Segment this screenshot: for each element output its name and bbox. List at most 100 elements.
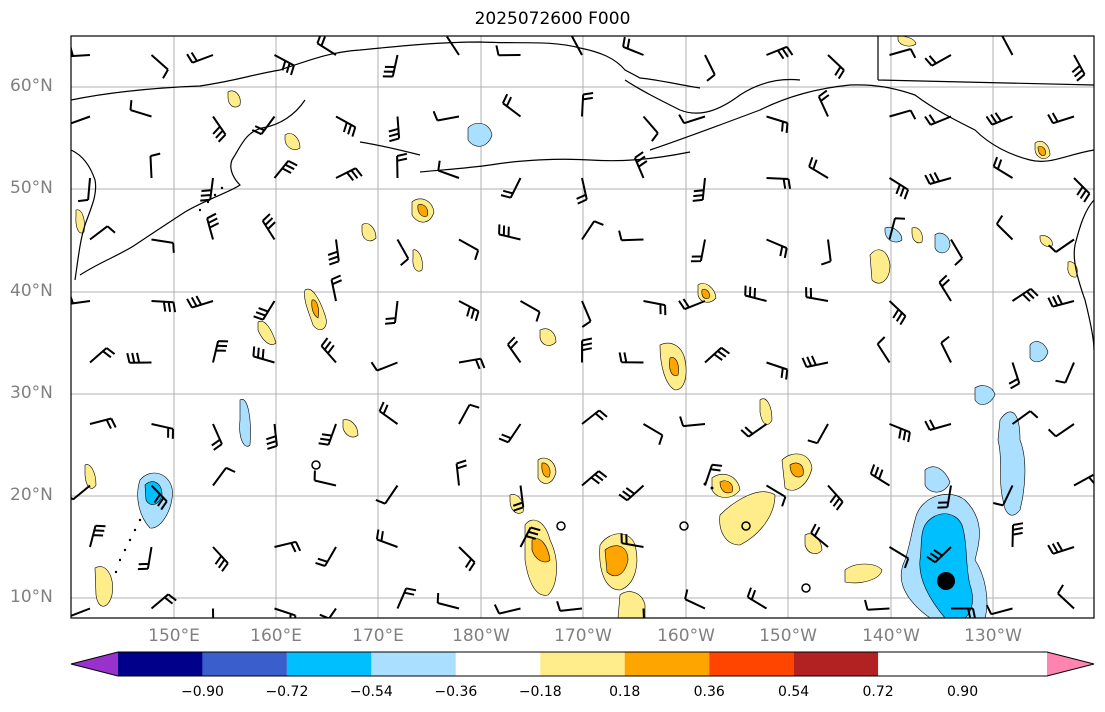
lat-label-60n: 60°N bbox=[10, 76, 53, 96]
wind-barb bbox=[261, 213, 276, 241]
colorbar-tick-label: 0.54 bbox=[778, 684, 810, 700]
wind-barb bbox=[643, 300, 667, 316]
lon-label-180w: 180°W bbox=[452, 626, 510, 646]
wind-barb bbox=[71, 484, 91, 501]
wind-barb bbox=[89, 524, 106, 548]
colorbar-cell bbox=[455, 652, 541, 676]
storm-center-marker bbox=[937, 572, 955, 590]
wind-barb bbox=[458, 546, 476, 572]
wind-barb bbox=[315, 546, 337, 567]
wind-barb bbox=[766, 115, 789, 133]
coastline-okhotsk bbox=[71, 149, 97, 281]
coastline-canada-border bbox=[877, 36, 1094, 86]
wind-barb bbox=[396, 152, 408, 179]
wind-barb bbox=[388, 116, 401, 143]
island-chains bbox=[114, 186, 714, 574]
wind-barb bbox=[888, 300, 907, 326]
wind-barb bbox=[498, 224, 521, 241]
wind-barb bbox=[581, 300, 592, 328]
wind-barb bbox=[318, 423, 337, 446]
lon-label-170w: 170°W bbox=[554, 626, 612, 646]
lon-label-170e: 170°E bbox=[352, 626, 404, 646]
wind-barb bbox=[129, 100, 152, 118]
wind-barb bbox=[633, 151, 648, 179]
wind-barb bbox=[888, 177, 910, 200]
wind-barb bbox=[313, 470, 337, 487]
wind-barb bbox=[993, 485, 1014, 507]
colorbar-tick-label: −0.36 bbox=[434, 684, 478, 700]
wind-barb bbox=[810, 523, 829, 548]
wind-barb bbox=[985, 604, 1013, 616]
wind-barb bbox=[889, 48, 917, 59]
wind-barb bbox=[746, 587, 768, 610]
wind-barb bbox=[692, 177, 706, 202]
negative-anomaly-patch bbox=[934, 232, 951, 254]
colorbar-cell bbox=[540, 652, 625, 676]
wind-barb bbox=[212, 466, 236, 487]
wind-barb bbox=[71, 115, 91, 125]
positive-anomaly-patch bbox=[759, 398, 773, 425]
wind-barb bbox=[432, 110, 460, 122]
positive-anomaly-patch bbox=[539, 328, 557, 346]
wind-barb bbox=[642, 423, 664, 446]
wind-barb bbox=[924, 172, 952, 185]
wind-barb bbox=[926, 546, 952, 564]
positive-anomaly-core bbox=[541, 462, 551, 478]
wind-barb bbox=[1057, 584, 1075, 610]
wind-barb bbox=[924, 54, 952, 67]
coastline-north-america bbox=[1073, 199, 1094, 351]
wind-barb bbox=[150, 593, 177, 610]
wind-barb bbox=[678, 114, 706, 125]
lat-label-40n: 40°N bbox=[10, 281, 53, 301]
wind-barb bbox=[186, 295, 214, 309]
wind-barb bbox=[889, 109, 917, 120]
wind-barb bbox=[370, 361, 398, 372]
wind-barb bbox=[765, 484, 787, 507]
positive-anomaly-patch bbox=[94, 566, 113, 607]
wind-barb bbox=[458, 238, 480, 261]
wind-barb bbox=[137, 546, 153, 571]
lat-label-30n: 30°N bbox=[10, 383, 53, 403]
wind-barb bbox=[126, 352, 152, 364]
positive-anomaly-patch bbox=[412, 249, 423, 272]
colorbar-cell bbox=[371, 652, 456, 676]
wind-barb bbox=[581, 92, 594, 117]
wind-barb bbox=[576, 177, 588, 205]
colorbar-tick-label: −0.90 bbox=[181, 684, 224, 700]
wind-barb bbox=[265, 423, 278, 450]
wind-barb bbox=[704, 54, 716, 82]
wind-barb bbox=[89, 347, 116, 364]
wind-barb bbox=[827, 54, 845, 80]
wind-barb bbox=[252, 346, 275, 364]
wind-barb bbox=[335, 167, 363, 182]
wind-barb bbox=[498, 423, 522, 444]
colorbar-cell bbox=[286, 652, 372, 676]
wind-barb bbox=[200, 177, 214, 202]
wind-barb bbox=[77, 177, 91, 203]
wind-barb bbox=[937, 485, 952, 509]
positive-anomaly-patch bbox=[869, 249, 891, 284]
wind-barb bbox=[150, 54, 169, 79]
wind-barb bbox=[556, 601, 583, 612]
positive-anomaly-patch bbox=[804, 533, 823, 554]
wind-barb bbox=[1008, 362, 1021, 390]
positive-anomaly-core bbox=[789, 462, 804, 478]
colorbar-tick-label: 0.72 bbox=[862, 684, 894, 700]
wind-barb bbox=[581, 470, 608, 487]
coastlines bbox=[71, 36, 1094, 351]
filled-contours bbox=[75, 36, 1078, 618]
wind-barb bbox=[251, 115, 276, 136]
negative-anomaly-patch bbox=[1029, 341, 1049, 363]
wind-barb bbox=[212, 115, 227, 143]
wind-barb bbox=[71, 46, 91, 58]
wind-barb bbox=[642, 115, 659, 142]
wind-barb bbox=[274, 540, 302, 553]
wind-barb bbox=[766, 45, 794, 60]
wind-barb bbox=[149, 152, 161, 179]
wind-barb bbox=[316, 36, 337, 56]
wind-barb bbox=[678, 298, 706, 311]
colorbar bbox=[70, 651, 1095, 677]
wind-barb bbox=[1048, 238, 1075, 253]
colorbar-tick-label: 0.18 bbox=[609, 684, 641, 700]
wind-barb bbox=[437, 160, 460, 179]
